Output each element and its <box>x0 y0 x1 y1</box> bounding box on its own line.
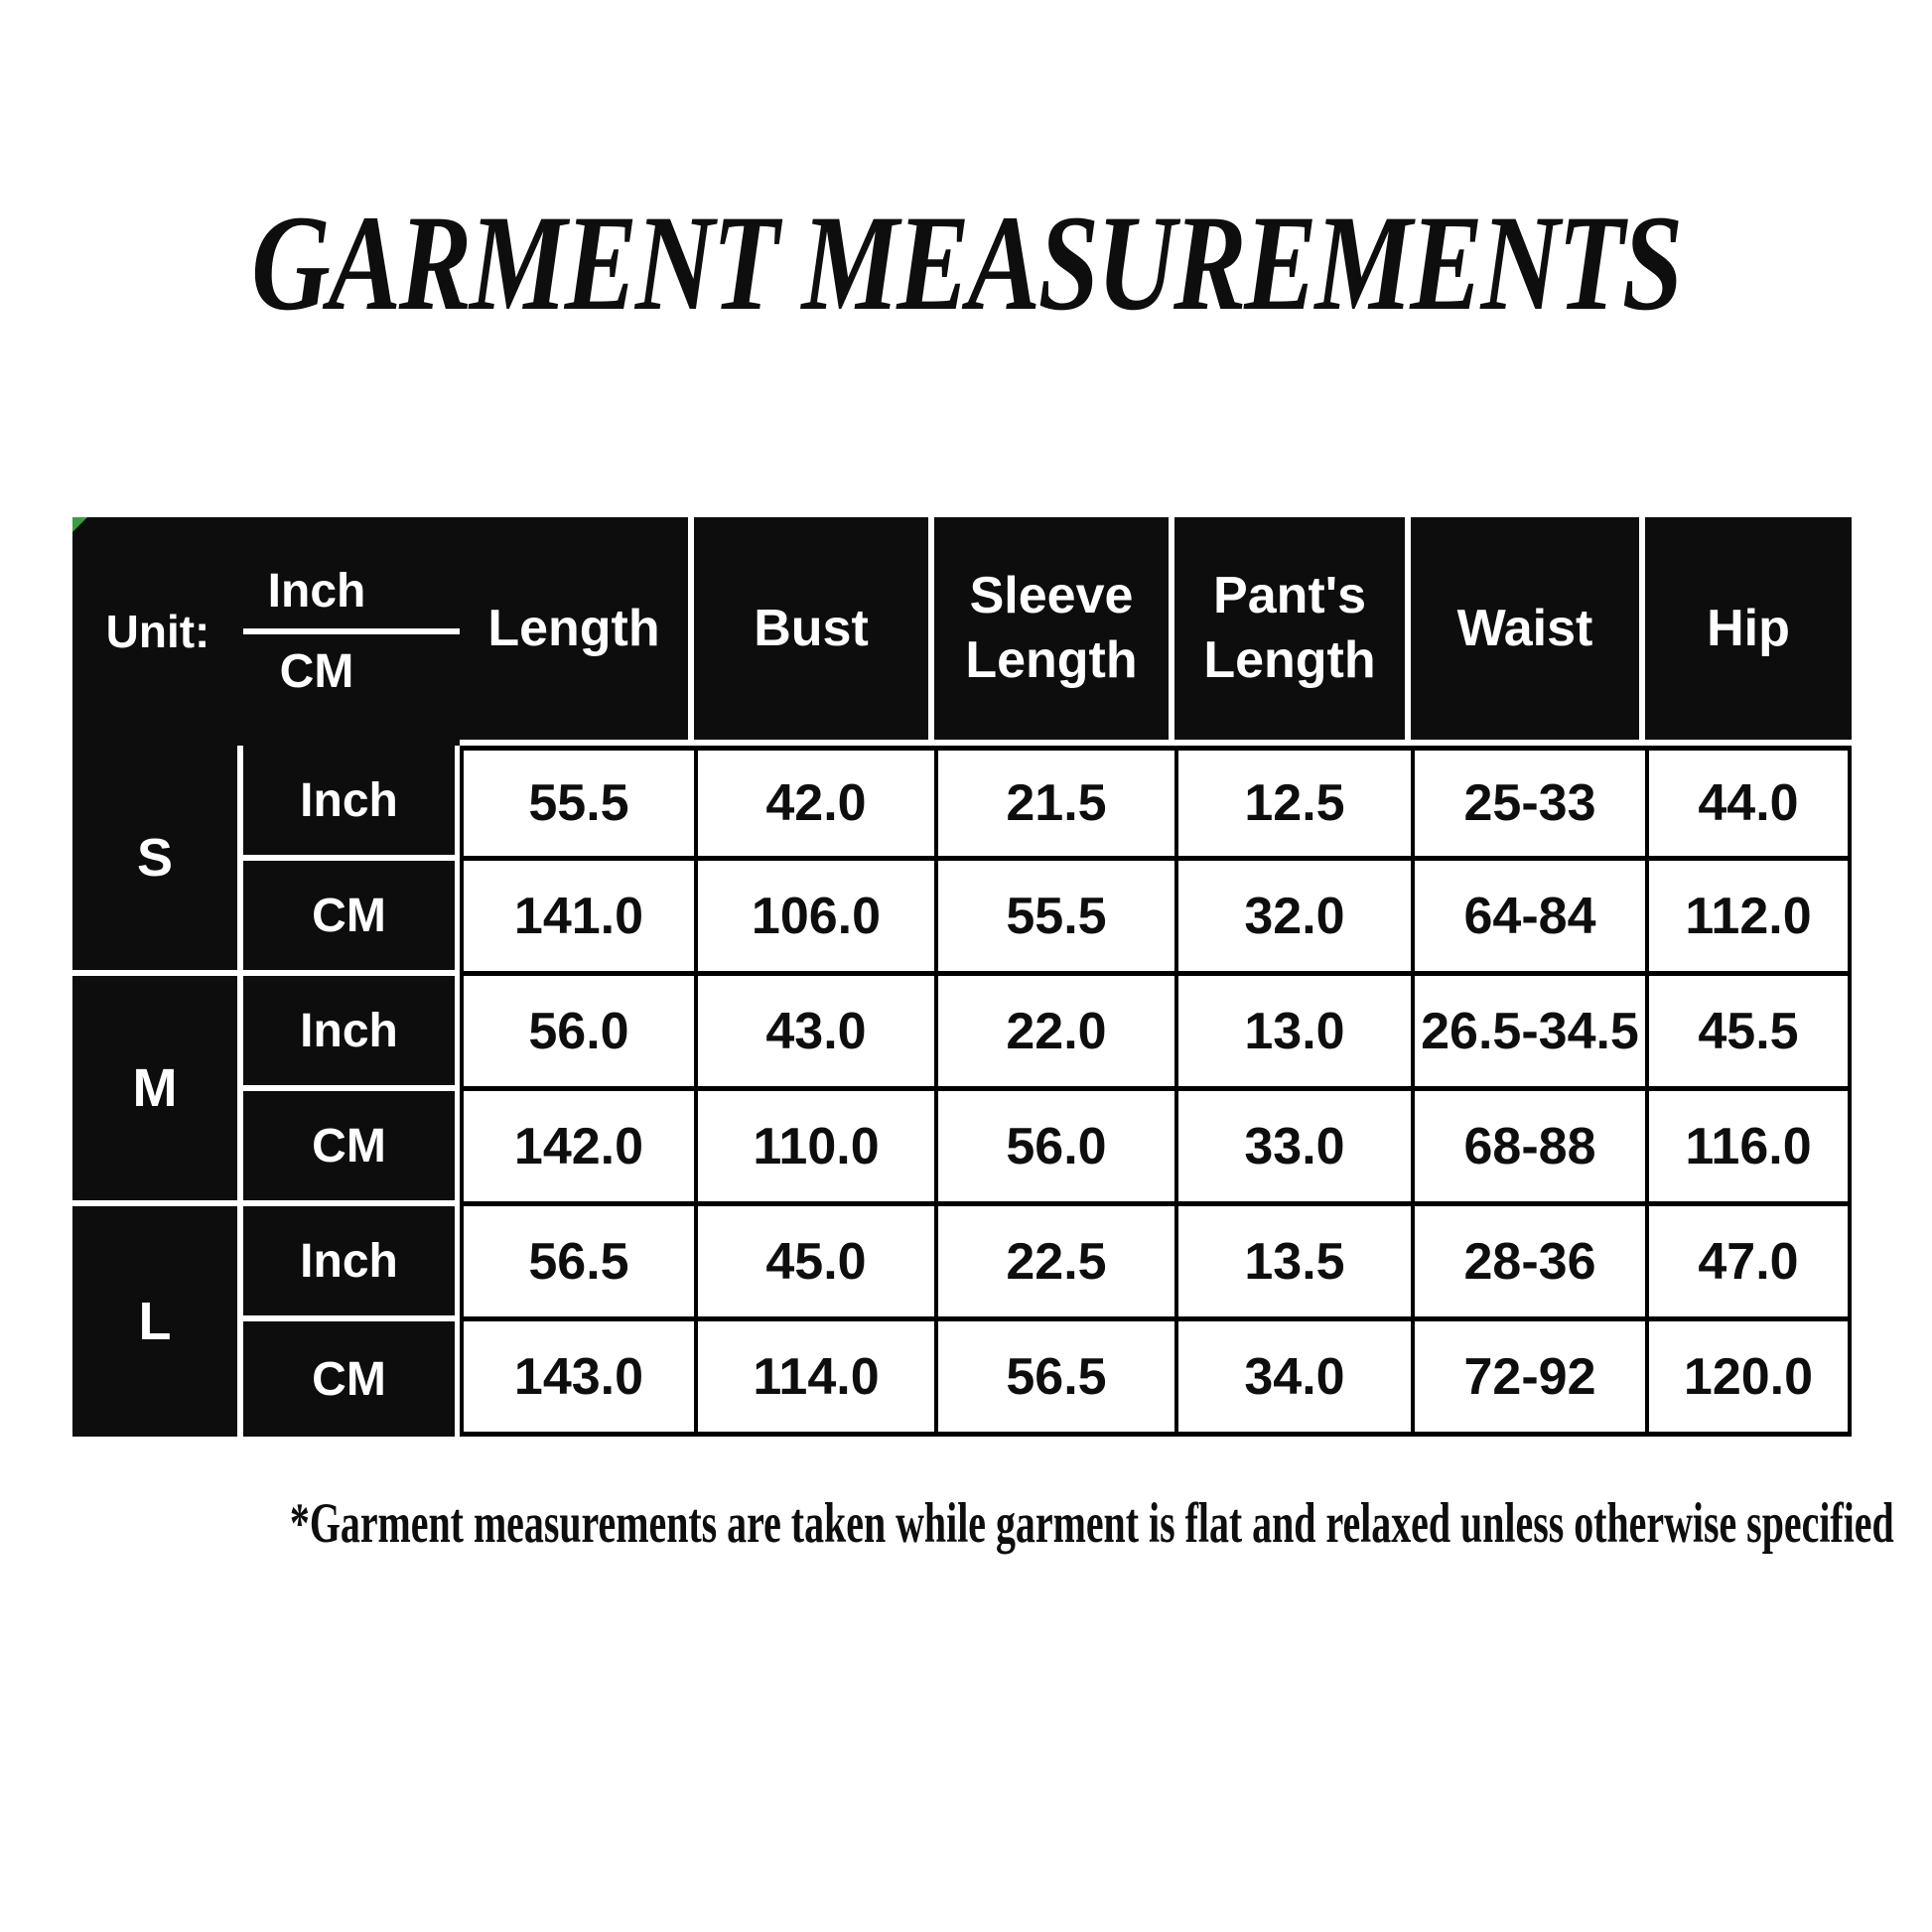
footnote: *Garment measurements are taken while ga… <box>289 1492 1894 1555</box>
measurement-cell: 68-88 <box>1411 1091 1645 1206</box>
measurement-cell: 32.0 <box>1174 861 1411 976</box>
measurement-cell: 33.0 <box>1174 1091 1411 1206</box>
measurement-cell: 56.5 <box>460 1206 694 1321</box>
measurement-cell: 43.0 <box>694 976 934 1091</box>
column-header-sleeve-length: Sleeve Length <box>934 517 1174 746</box>
measurement-cell: 12.5 <box>1174 746 1411 861</box>
measurement-cell: 56.0 <box>460 976 694 1091</box>
measurement-cell: 112.0 <box>1645 861 1852 976</box>
measurement-cell: 143.0 <box>460 1321 694 1437</box>
measurement-cell: 21.5 <box>934 746 1174 861</box>
column-header-length: Length <box>460 517 694 746</box>
unit-cell-inch: Inch <box>243 746 460 861</box>
measurement-cell: 142.0 <box>460 1091 694 1206</box>
unit-cm-label: CM <box>279 645 354 698</box>
measurement-cell: 141.0 <box>460 861 694 976</box>
measurement-cell: 55.5 <box>934 861 1174 976</box>
measurement-cell: 22.0 <box>934 976 1174 1091</box>
size-label-m: M <box>72 976 243 1206</box>
unit-cell-inch: Inch <box>243 976 460 1091</box>
measurement-cell: 114.0 <box>694 1321 934 1437</box>
unit-label: Unit: <box>105 606 210 657</box>
measurement-cell: 13.0 <box>1174 976 1411 1091</box>
unit-cell-inch: Inch <box>243 1206 460 1321</box>
column-header-hip: Hip <box>1645 517 1852 746</box>
measurement-cell: 47.0 <box>1645 1206 1852 1321</box>
measurement-cell: 106.0 <box>694 861 934 976</box>
measurement-cell: 64-84 <box>1411 861 1645 976</box>
measurement-cell: 44.0 <box>1645 746 1852 861</box>
excel-corner-marker-icon <box>72 517 87 532</box>
measurement-cell: 45.5 <box>1645 976 1852 1091</box>
measurement-cell: 116.0 <box>1645 1091 1852 1206</box>
size-label-l: L <box>72 1206 243 1437</box>
measurement-cell: 42.0 <box>694 746 934 861</box>
measurement-cell: 110.0 <box>694 1091 934 1206</box>
measurement-cell: 55.5 <box>460 746 694 861</box>
measurement-cell: 56.5 <box>934 1321 1174 1437</box>
unit-cell-cm: CM <box>243 1091 460 1206</box>
measurement-cell: 72-92 <box>1411 1321 1645 1437</box>
measurement-cell: 120.0 <box>1645 1321 1852 1437</box>
measurement-cell: 25-33 <box>1411 746 1645 861</box>
measurement-cell: 56.0 <box>934 1091 1174 1206</box>
unit-fraction: Inch CM <box>243 564 460 699</box>
measurement-table: Unit: Inch CM Length Bust Sleeve Length … <box>72 517 1852 1437</box>
page-title: GARMENT MEASUREMENTS <box>251 187 1683 339</box>
unit-inch-label: Inch <box>243 564 460 634</box>
measurement-cell: 22.5 <box>934 1206 1174 1321</box>
unit-cell-cm: CM <box>243 861 460 976</box>
column-header-waist: Waist <box>1411 517 1645 746</box>
size-label-s: S <box>72 746 243 976</box>
unit-cell-cm: CM <box>243 1321 460 1437</box>
measurement-cell: 26.5-34.5 <box>1411 976 1645 1091</box>
measurement-cell: 28-36 <box>1411 1206 1645 1321</box>
column-header-pants-length: Pant's Length <box>1174 517 1411 746</box>
measurement-cell: 13.5 <box>1174 1206 1411 1321</box>
measurement-cell: 45.0 <box>694 1206 934 1321</box>
measurement-cell: 34.0 <box>1174 1321 1411 1437</box>
unit-header-cell: Unit: Inch CM <box>72 517 460 746</box>
column-header-bust: Bust <box>694 517 934 746</box>
